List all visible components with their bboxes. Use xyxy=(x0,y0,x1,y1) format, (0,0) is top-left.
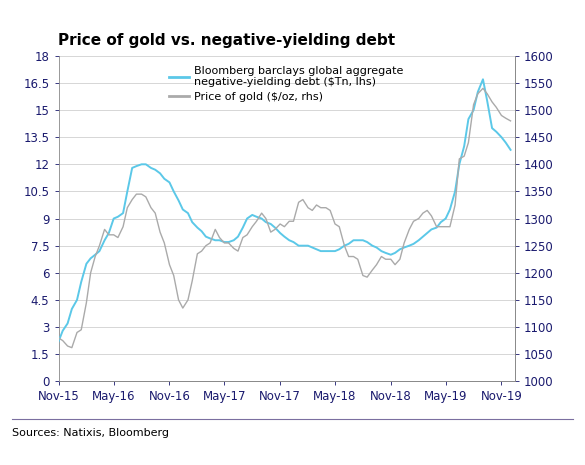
Text: Price of gold vs. negative-yielding debt: Price of gold vs. negative-yielding debt xyxy=(58,33,395,48)
Legend: Bloomberg barclays global aggregate
negative-yielding debt ($Tn, lhs), Price of : Bloomberg barclays global aggregate nega… xyxy=(164,61,408,106)
Text: Sources: Natixis, Bloomberg: Sources: Natixis, Bloomberg xyxy=(12,428,168,438)
